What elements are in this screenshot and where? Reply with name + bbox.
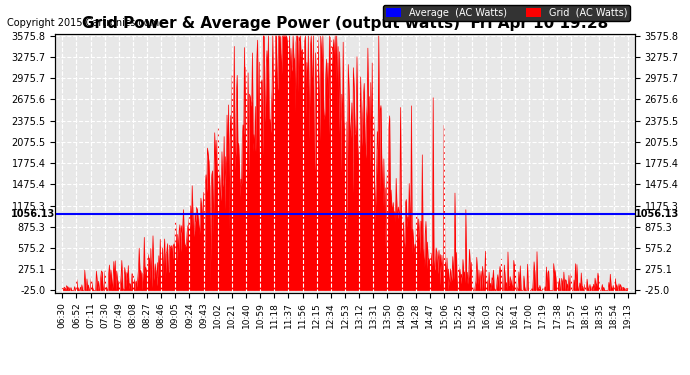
Title: Grid Power & Average Power (output watts)  Fri Apr 10 19:28: Grid Power & Average Power (output watts… — [82, 16, 608, 31]
Legend: Average  (AC Watts), Grid  (AC Watts): Average (AC Watts), Grid (AC Watts) — [384, 5, 630, 21]
Text: 1056.13: 1056.13 — [11, 209, 55, 219]
Text: 1056.13: 1056.13 — [635, 209, 679, 219]
Text: Copyright 2015 Cartronics.com: Copyright 2015 Cartronics.com — [7, 18, 159, 28]
